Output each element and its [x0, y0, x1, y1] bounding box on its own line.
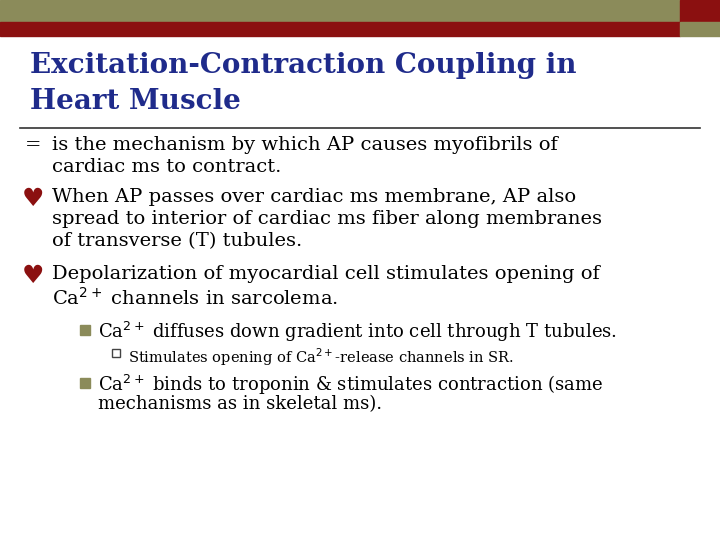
Text: is the mechanism by which AP causes myofibrils of: is the mechanism by which AP causes myof…	[52, 136, 558, 154]
Text: =: =	[25, 136, 42, 154]
Text: Ca$^{2+}$ channels in sarcolema.: Ca$^{2+}$ channels in sarcolema.	[52, 287, 338, 309]
Text: When AP passes over cardiac ms membrane, AP also: When AP passes over cardiac ms membrane,…	[52, 188, 576, 206]
Text: Stimulates opening of Ca$^{2+}$-release channels in SR.: Stimulates opening of Ca$^{2+}$-release …	[128, 346, 514, 368]
Text: Ca$^{2+}$ binds to troponin & stimulates contraction (same: Ca$^{2+}$ binds to troponin & stimulates…	[98, 373, 603, 397]
Bar	[680, 22, 720, 36]
Text: ♥: ♥	[22, 188, 45, 211]
Bar	[112, 349, 120, 357]
Text: cardiac ms to contract.: cardiac ms to contract.	[52, 158, 282, 176]
Text: Heart Muscle: Heart Muscle	[30, 88, 241, 115]
Text: Depolarization of myocardial cell stimulates opening of: Depolarization of myocardial cell stimul…	[52, 265, 600, 283]
Text: mechanisms as in skeletal ms).: mechanisms as in skeletal ms).	[98, 395, 382, 413]
Bar	[80, 325, 90, 335]
Bar	[0, 0, 680, 22]
Bar	[80, 378, 90, 388]
Text: Ca$^{2+}$ diffuses down gradient into cell through T tubules.: Ca$^{2+}$ diffuses down gradient into ce…	[98, 320, 617, 344]
Bar	[680, 0, 720, 22]
Bar	[0, 22, 680, 36]
Text: ♥: ♥	[22, 265, 45, 288]
Text: spread to interior of cardiac ms fiber along membranes: spread to interior of cardiac ms fiber a…	[52, 210, 602, 228]
Text: of transverse (T) tubules.: of transverse (T) tubules.	[52, 232, 302, 250]
Text: Excitation-Contraction Coupling in: Excitation-Contraction Coupling in	[30, 52, 577, 79]
